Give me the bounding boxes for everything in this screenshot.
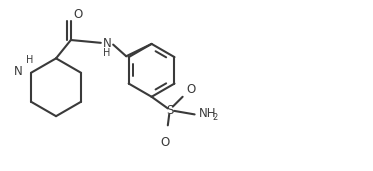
- Text: NH: NH: [199, 107, 217, 120]
- Text: 2: 2: [212, 113, 217, 122]
- Text: H: H: [26, 55, 33, 65]
- Text: N: N: [103, 37, 112, 50]
- Text: O: O: [74, 8, 83, 21]
- Text: H: H: [103, 48, 111, 58]
- Text: S: S: [166, 104, 173, 117]
- Text: N: N: [13, 64, 22, 77]
- Text: O: O: [186, 83, 196, 96]
- Text: O: O: [161, 136, 170, 149]
